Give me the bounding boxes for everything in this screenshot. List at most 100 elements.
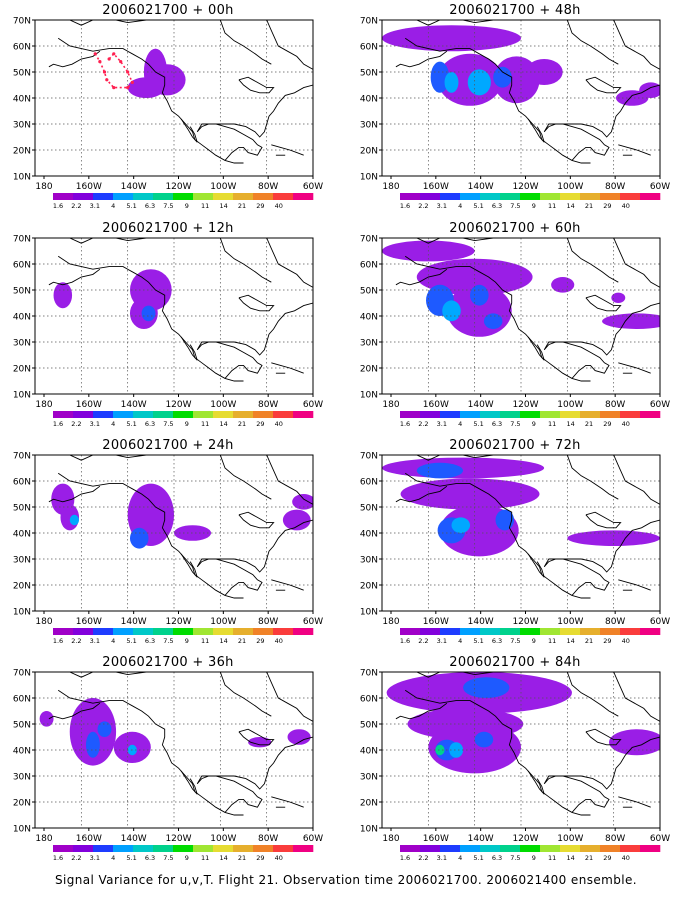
coastline <box>463 20 494 24</box>
colorbar-label: 5.1 <box>126 854 136 862</box>
coastline <box>238 511 275 529</box>
colorbar-label: 21 <box>238 637 246 645</box>
colorbar-label: 3.1 <box>90 202 100 210</box>
forecast-panel: 2006021700 + 72h 70N 60N 50N 40N 30N 20N 10N 180… <box>350 435 680 645</box>
longitude-label: 160W <box>423 834 449 844</box>
colorbar-swatch <box>253 628 274 635</box>
latitude-label: 70N <box>360 452 378 462</box>
variance-contour <box>495 509 515 531</box>
coastline <box>196 84 313 161</box>
colorbar-label: 21 <box>238 854 246 862</box>
longitude-label: 60W <box>650 834 670 844</box>
colorbar-swatch <box>560 628 581 635</box>
colorbar-swatch <box>213 845 234 852</box>
colorbar-swatch <box>293 628 314 635</box>
coastline <box>416 238 441 244</box>
longitude-label: 160W <box>423 182 449 192</box>
colorbar-swatch <box>480 193 501 200</box>
colorbar-label: 9 <box>185 420 189 428</box>
latitude-label: 60N <box>360 478 378 488</box>
coastline <box>404 472 591 599</box>
map-plot: 70N 60N 50N 40N 30N 20N 10N 180 160W 140W 120W 100W… <box>13 452 323 646</box>
longitude-label: 100W <box>210 834 236 844</box>
variance-contour <box>53 282 73 309</box>
colorbar-swatch <box>420 628 441 635</box>
latitude-label: 60N <box>13 695 31 705</box>
longitude-label: 180 <box>382 400 399 410</box>
longitude-label: 80W <box>605 617 625 627</box>
coastline <box>463 238 494 242</box>
colorbar-label: 9 <box>185 202 189 210</box>
colorbar-label: 7.5 <box>510 637 520 645</box>
colorbar-label: 21 <box>585 854 593 862</box>
colorbar-swatch <box>600 411 621 418</box>
colorbar-swatch <box>193 411 214 418</box>
colorbar-label: 5.1 <box>473 854 483 862</box>
colorbar-swatch <box>620 628 641 635</box>
coastline <box>180 336 198 361</box>
colorbar-swatch <box>93 411 114 418</box>
longitude-label: 140W <box>468 834 494 844</box>
colorbar-label: 3.1 <box>437 202 447 210</box>
longitude-label: 140W <box>121 182 147 192</box>
latitude-label: 60N <box>360 695 378 705</box>
colorbar-swatch <box>460 193 481 200</box>
colorbar-label: 40 <box>622 854 630 862</box>
longitude-label: 140W <box>121 617 147 627</box>
variance-contour <box>141 305 156 322</box>
colorbar-swatch <box>293 193 314 200</box>
colorbar-swatch <box>93 193 114 200</box>
colorbar-label: 1.6 <box>400 637 410 645</box>
colorbar-label: 1.6 <box>400 854 410 862</box>
coastline <box>527 770 545 795</box>
colorbar-label: 6.3 <box>145 202 155 210</box>
coastline <box>69 20 94 26</box>
longitude-label: 60W <box>650 182 670 192</box>
colorbar-swatch <box>73 411 94 418</box>
coastline <box>266 672 313 722</box>
forecast-panel: 2006021700 + 36h 70N 60N 50N 40N 30N 20N 10N 180… <box>3 652 333 862</box>
latitude-label: 10N <box>360 391 378 401</box>
colorbar-swatch <box>213 193 234 200</box>
panel-title: 2006021700 + 00h <box>102 3 234 18</box>
variance-contour <box>611 292 626 303</box>
longitude-label: 60W <box>303 400 323 410</box>
coastline <box>196 519 313 596</box>
colorbar-swatch <box>620 193 641 200</box>
coastline <box>566 672 619 717</box>
colorbar-label: 9 <box>532 202 536 210</box>
colorbar-swatch <box>620 845 641 852</box>
colorbar-swatch <box>233 845 254 852</box>
colorbar-label: 40 <box>622 202 630 210</box>
coastline <box>618 144 651 156</box>
latitude-label: 20N <box>360 799 378 809</box>
longitude-label: 100W <box>210 182 236 192</box>
latitude-label: 40N <box>360 313 378 323</box>
flight-track <box>94 52 134 89</box>
colorbar-label: 29 <box>603 202 611 210</box>
coastline <box>585 511 622 529</box>
colorbar-label: 11 <box>201 854 209 862</box>
colorbar-swatch <box>73 193 94 200</box>
latitude-label: 10N <box>360 173 378 183</box>
colorbar-swatch <box>213 628 234 635</box>
latitude-label: 70N <box>13 452 31 462</box>
colorbar-swatch <box>193 628 214 635</box>
colorbar-label: 6.3 <box>145 420 155 428</box>
latitude-label: 50N <box>13 721 31 731</box>
coastline <box>116 20 147 24</box>
variance-contour <box>609 729 660 756</box>
latitude-label: 50N <box>360 287 378 297</box>
variance-contour <box>69 514 80 526</box>
coastline <box>57 689 244 816</box>
variance-contour <box>615 90 649 106</box>
coastline <box>527 336 545 361</box>
colorbar-swatch <box>480 845 501 852</box>
colorbar-label: 1.6 <box>53 420 63 428</box>
colorbar-swatch <box>173 411 194 418</box>
variance-contour <box>39 711 54 727</box>
colorbar-swatch <box>193 193 214 200</box>
colorbar-swatch <box>540 411 561 418</box>
panel-title: 2006021700 + 84h <box>449 655 581 670</box>
coastline <box>543 736 660 813</box>
